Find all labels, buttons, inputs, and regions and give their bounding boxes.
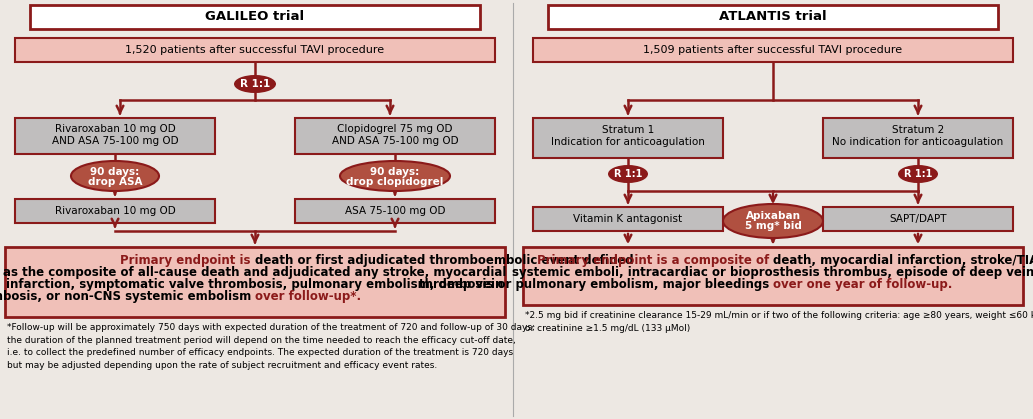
Text: 1,509 patients after successful TAVI procedure: 1,509 patients after successful TAVI pro… xyxy=(644,45,903,55)
Text: Stratum 1: Stratum 1 xyxy=(602,125,654,135)
Text: systemic emboli, intracardiac or bioprosthesis thrombus, episode of deep vein: systemic emboli, intracardiac or biopros… xyxy=(512,266,1033,279)
Text: AND ASA 75-100 mg OD: AND ASA 75-100 mg OD xyxy=(52,136,179,146)
FancyBboxPatch shape xyxy=(15,199,215,223)
Text: Vitamin K antagonist: Vitamin K antagonist xyxy=(573,214,683,224)
Text: No indication for anticoagulation: No indication for anticoagulation xyxy=(833,137,1004,147)
FancyBboxPatch shape xyxy=(533,38,1013,62)
Text: *Follow-up will be approximately 750 days with expected duration of the treatmen: *Follow-up will be approximately 750 day… xyxy=(7,323,535,370)
Ellipse shape xyxy=(234,75,276,93)
Text: 5 mg* bid: 5 mg* bid xyxy=(745,221,802,231)
Text: death, myocardial infarction, stroke/TIA/: death, myocardial infarction, stroke/TIA… xyxy=(773,253,1033,266)
Text: drop clopidogrel: drop clopidogrel xyxy=(346,177,444,187)
Text: 90 days:: 90 days: xyxy=(371,167,419,177)
FancyBboxPatch shape xyxy=(295,118,495,154)
Text: Indication for anticoagulation: Indication for anticoagulation xyxy=(551,137,705,147)
FancyBboxPatch shape xyxy=(295,199,495,223)
FancyBboxPatch shape xyxy=(5,247,505,317)
Text: over follow-up*.: over follow-up*. xyxy=(255,290,362,303)
Text: Rivaroxaban 10 mg OD: Rivaroxaban 10 mg OD xyxy=(55,206,176,216)
FancyBboxPatch shape xyxy=(823,118,1013,158)
Text: ATLANTIS trial: ATLANTIS trial xyxy=(719,10,826,23)
FancyBboxPatch shape xyxy=(547,5,998,29)
FancyBboxPatch shape xyxy=(523,247,1023,305)
Text: SAPT/DAPT: SAPT/DAPT xyxy=(889,214,947,224)
Text: thrombosis or pulmonary embolism, major bleedings: thrombosis or pulmonary embolism, major … xyxy=(418,277,773,290)
Ellipse shape xyxy=(723,204,823,238)
Text: R 1:1: R 1:1 xyxy=(240,79,270,89)
Text: Primary endpoint is: Primary endpoint is xyxy=(121,253,255,266)
Text: *2.5 mg bid if creatinine clearance 15-29 mL/min or if two of the following crit: *2.5 mg bid if creatinine clearance 15-2… xyxy=(525,311,1033,333)
Text: R 1:1: R 1:1 xyxy=(614,169,643,179)
Text: R 1:1: R 1:1 xyxy=(904,169,932,179)
Text: 90 days:: 90 days: xyxy=(90,167,139,177)
Ellipse shape xyxy=(340,161,450,191)
Text: infarction, symptomatic valve thrombosis, pulmonary embolism, deep vein: infarction, symptomatic valve thrombosis… xyxy=(6,277,504,290)
Text: Rivaroxaban 10 mg OD: Rivaroxaban 10 mg OD xyxy=(55,124,176,134)
Text: ASA 75-100 mg OD: ASA 75-100 mg OD xyxy=(345,206,445,216)
Text: Clopidogrel 75 mg OD: Clopidogrel 75 mg OD xyxy=(337,124,452,134)
Text: Stratum 2: Stratum 2 xyxy=(891,125,944,135)
Ellipse shape xyxy=(898,165,938,183)
Text: GALILEO trial: GALILEO trial xyxy=(206,10,305,23)
FancyBboxPatch shape xyxy=(533,118,723,158)
FancyBboxPatch shape xyxy=(30,5,480,29)
Ellipse shape xyxy=(71,161,159,191)
Text: drop ASA: drop ASA xyxy=(88,177,143,187)
Text: Primary endpoint is a composite of: Primary endpoint is a composite of xyxy=(536,253,773,266)
FancyBboxPatch shape xyxy=(15,38,495,62)
Text: Apixaban: Apixaban xyxy=(746,211,801,221)
Text: as the composite of all-cause death and adjudicated any stroke, myocardial: as the composite of all-cause death and … xyxy=(3,266,507,279)
Text: AND ASA 75-100 mg OD: AND ASA 75-100 mg OD xyxy=(332,136,459,146)
Text: thrombosis, or non-CNS systemic embolism: thrombosis, or non-CNS systemic embolism xyxy=(0,290,255,303)
FancyBboxPatch shape xyxy=(15,118,215,154)
Text: 1,520 patients after successful TAVI procedure: 1,520 patients after successful TAVI pro… xyxy=(125,45,384,55)
Text: over one year of follow-up.: over one year of follow-up. xyxy=(773,277,952,290)
FancyBboxPatch shape xyxy=(533,207,723,231)
FancyBboxPatch shape xyxy=(823,207,1013,231)
Text: death or first adjudicated thromboembolic event defined: death or first adjudicated thromboemboli… xyxy=(255,253,633,266)
Ellipse shape xyxy=(608,165,648,183)
